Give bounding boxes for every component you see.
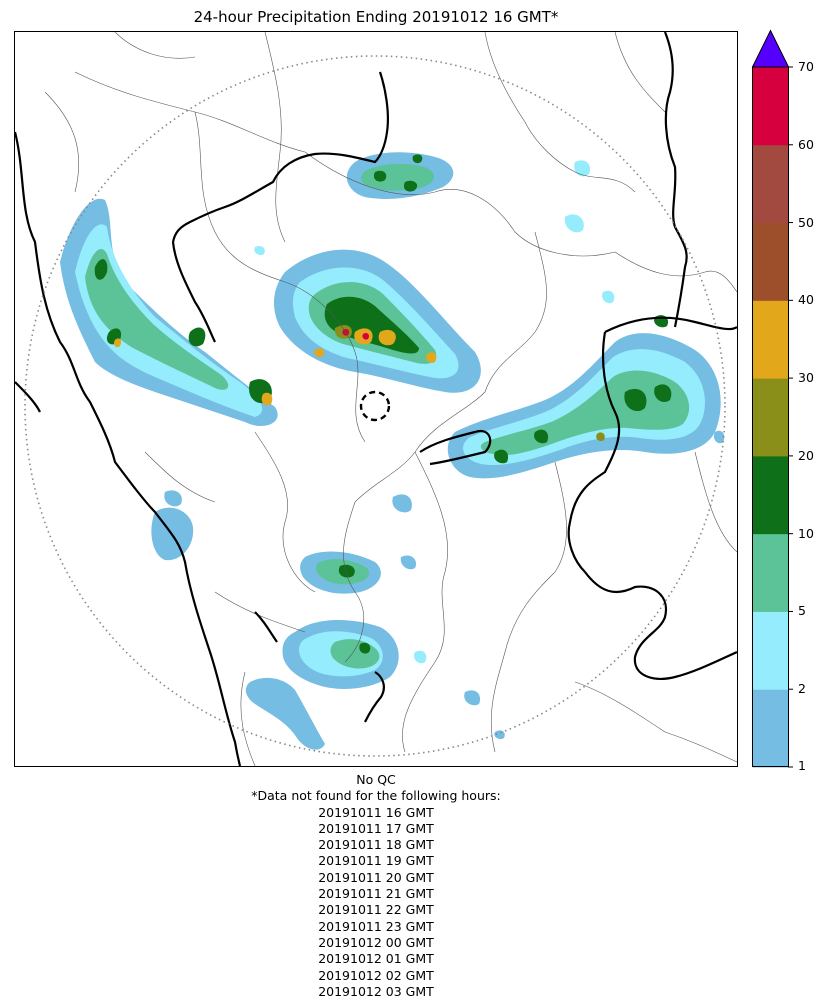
- precip-cell: [261, 392, 273, 406]
- precip-cell: [113, 338, 122, 348]
- precip-cell: [596, 432, 605, 442]
- missing-hour: 20191011 20 GMT: [318, 869, 434, 885]
- precip-cell: [359, 642, 371, 654]
- precip-cell: [94, 259, 108, 280]
- missing-hour: 20191011 16 GMT: [318, 804, 434, 820]
- precip-cell: [414, 650, 427, 664]
- coastline: [15, 131, 242, 766]
- map-title: 24-hour Precipitation Ending 20191012 16…: [193, 8, 559, 26]
- colorbar: [751, 29, 793, 768]
- precip-region-west-coast: [60, 198, 278, 427]
- colorbar-segment: [752, 533, 789, 612]
- precip-cell: [412, 154, 423, 164]
- missing-hour: 20191011 19 GMT: [318, 853, 434, 869]
- colorbar-segment: [752, 222, 789, 301]
- colorbar-tick-label: 1: [798, 758, 806, 773]
- precip-region-west-core: [75, 224, 263, 417]
- precipitation-map: [14, 31, 738, 767]
- missing-hour: 20191011 21 GMT: [318, 886, 434, 902]
- precipitation-field: [60, 152, 725, 750]
- missing-hour: 20191012 02 GMT: [318, 967, 434, 983]
- precip-cell: [164, 490, 182, 507]
- missing-hour: 20191012 03 GMT: [318, 983, 434, 999]
- precip-cell: [338, 564, 355, 578]
- colorbar-tick-label: 10: [798, 525, 814, 541]
- colorbar-segment: [752, 611, 789, 690]
- precip-cell: [314, 348, 325, 358]
- precip-cell: [392, 494, 412, 513]
- missing-hour: 20191011 18 GMT: [318, 837, 434, 853]
- missing-hour: 20191011 22 GMT: [318, 902, 434, 918]
- precip-cell: [254, 245, 265, 256]
- missing-hour: 20191012 01 GMT: [318, 951, 434, 967]
- colorbar-tick-label: 40: [798, 292, 814, 308]
- precip-cell: [654, 384, 672, 403]
- precip-cell: [188, 327, 206, 347]
- colorbar-extend-arrow: [751, 29, 790, 68]
- radar-range-ring: [24, 55, 726, 757]
- colorbar-segment: [752, 455, 789, 535]
- precip-cell: [564, 214, 584, 233]
- state-boundaries: [15, 32, 737, 766]
- missing-hour: 20191012 00 GMT: [318, 934, 434, 950]
- precip-region-southwest: [245, 677, 325, 750]
- precip-cell: [494, 449, 509, 464]
- precip-cell: [534, 429, 549, 444]
- colorbar-tick-label: 5: [798, 603, 806, 619]
- precip-cell: [378, 329, 396, 346]
- colorbar-tick-label: 50: [798, 214, 814, 230]
- precip-cell: [426, 352, 437, 363]
- footer-notes: No QC *Data not found for the following …: [14, 772, 738, 1000]
- colorbar-tick-label: 2: [798, 681, 806, 697]
- missing-hours-header: *Data not found for the following hours:: [251, 788, 501, 804]
- map-canvas: [15, 32, 737, 766]
- precip-cell: [624, 388, 647, 412]
- colorbar-segment: [752, 67, 789, 146]
- colorbar-segment: [752, 300, 789, 379]
- precip-cell: [574, 160, 591, 177]
- district-boundaries: [44, 32, 737, 766]
- precip-region-west-moderate: [85, 248, 229, 390]
- colorbar-segment: [752, 378, 789, 457]
- precip-cell: [373, 170, 387, 182]
- missing-hour: 20191011 17 GMT: [318, 820, 434, 836]
- precip-cell: [494, 730, 505, 740]
- precip-cell: [602, 290, 615, 304]
- colorbar-tick-label: 70: [798, 59, 814, 74]
- precip-cell: [403, 180, 418, 192]
- colorbar-tick-label: 60: [798, 136, 814, 152]
- colorbar-segment: [752, 689, 789, 768]
- precip-cell: [400, 555, 417, 570]
- colorbar-outline: [752, 66, 789, 767]
- precip-cell: [713, 430, 725, 444]
- precip-cell: [464, 690, 481, 706]
- colorbar-tick-label: 30: [798, 370, 814, 386]
- colorbar-tick-label: 20: [798, 447, 814, 463]
- radar-site-marker: [359, 390, 391, 422]
- colorbar-segment: [752, 144, 789, 224]
- missing-hour: 20191011 23 GMT: [318, 918, 434, 934]
- colorbar-svg: [751, 29, 793, 768]
- qc-note: No QC: [356, 772, 396, 787]
- precip-cell: [362, 332, 370, 340]
